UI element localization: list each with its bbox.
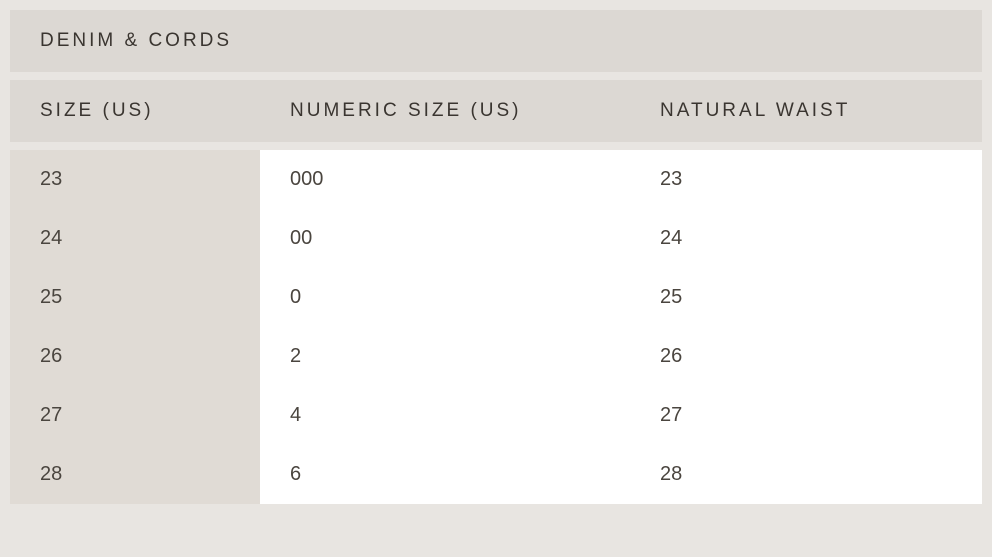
column-header-numeric-size: NUMERIC SIZE (US) <box>260 80 630 142</box>
table-cell: 23 <box>630 150 982 209</box>
table-cell: 24 <box>10 209 260 268</box>
table-title: DENIM & CORDS <box>40 30 952 52</box>
table-cell: 6 <box>260 445 630 504</box>
table-column-numeric-size: 000 00 0 2 4 6 <box>260 150 630 504</box>
table-title-bar: DENIM & CORDS <box>10 10 982 72</box>
table-body: 23 24 25 26 27 28 000 00 0 2 4 6 23 24 2… <box>10 150 982 504</box>
table-cell: 24 <box>630 209 982 268</box>
column-header-size-us: SIZE (US) <box>10 80 260 142</box>
table-cell: 25 <box>10 268 260 327</box>
table-cell: 28 <box>630 445 982 504</box>
size-chart-container: DENIM & CORDS SIZE (US) NUMERIC SIZE (US… <box>10 10 982 504</box>
table-cell: 4 <box>260 386 630 445</box>
table-header-row: SIZE (US) NUMERIC SIZE (US) NATURAL WAIS… <box>10 80 982 142</box>
column-header-natural-waist: NATURAL WAIST <box>630 80 982 142</box>
table-cell: 28 <box>10 445 260 504</box>
table-column-natural-waist: 23 24 25 26 27 28 <box>630 150 982 504</box>
table-cell: 23 <box>10 150 260 209</box>
table-cell: 25 <box>630 268 982 327</box>
table-cell: 27 <box>10 386 260 445</box>
table-cell: 26 <box>10 327 260 386</box>
table-cell: 26 <box>630 327 982 386</box>
table-cell: 0 <box>260 268 630 327</box>
table-cell: 2 <box>260 327 630 386</box>
table-cell: 000 <box>260 150 630 209</box>
table-column-size-us: 23 24 25 26 27 28 <box>10 150 260 504</box>
table-data-columns: 000 00 0 2 4 6 23 24 25 26 27 28 <box>260 150 982 504</box>
table-cell: 00 <box>260 209 630 268</box>
table-cell: 27 <box>630 386 982 445</box>
